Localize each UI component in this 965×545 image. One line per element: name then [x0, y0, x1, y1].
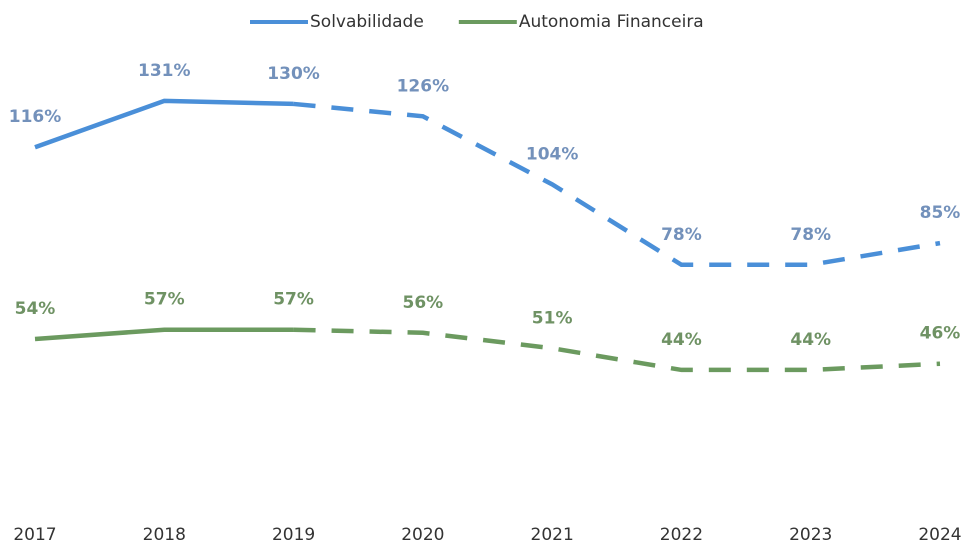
x-tick-label: 2023	[789, 525, 832, 545]
data-label: 126%	[397, 76, 450, 96]
data-label: 116%	[9, 107, 62, 127]
x-tick-label: 2017	[13, 525, 56, 545]
x-tick-label: 2020	[401, 525, 444, 545]
series-line	[293, 101, 941, 268]
x-tick-label: 2024	[918, 525, 961, 545]
series-line	[34, 327, 294, 342]
data-label: 130%	[267, 64, 320, 84]
data-label: 85%	[920, 203, 961, 223]
data-label: 54%	[15, 299, 56, 319]
x-tick-label: 2019	[272, 525, 315, 545]
data-label: 46%	[920, 324, 961, 344]
data-label: 44%	[790, 330, 831, 350]
series-line	[34, 98, 294, 150]
legend-label: Autonomia Financeira	[519, 12, 704, 32]
x-tick-label: 2018	[143, 525, 186, 545]
data-label: 104%	[526, 144, 579, 164]
x-tick-label: 2021	[531, 525, 574, 545]
series-line	[293, 327, 941, 373]
data-label: 51%	[532, 308, 573, 328]
legend-label: Solvabilidade	[310, 12, 424, 32]
data-label: 56%	[403, 293, 444, 313]
data-label: 57%	[144, 290, 185, 310]
data-label: 78%	[661, 225, 702, 245]
data-label: 57%	[273, 290, 314, 310]
data-label: 44%	[661, 330, 702, 350]
data-label: 131%	[138, 61, 191, 81]
x-tick-label: 2022	[660, 525, 703, 545]
data-label: 78%	[790, 225, 831, 245]
